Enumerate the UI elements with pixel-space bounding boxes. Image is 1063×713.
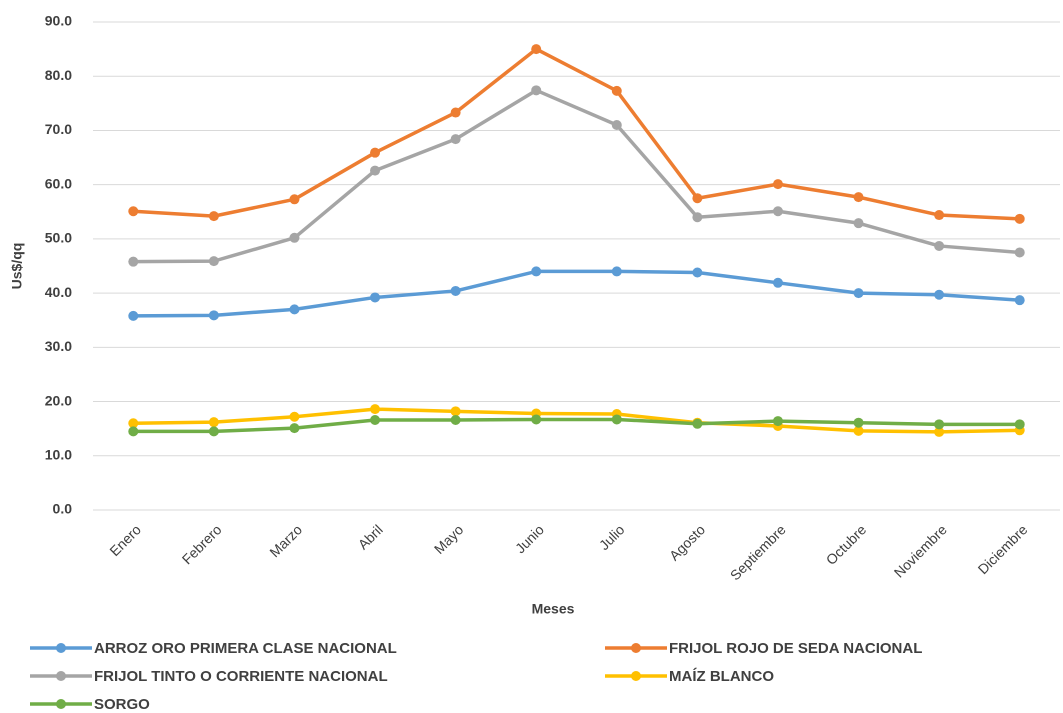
data-point — [772, 416, 783, 427]
data-point — [853, 288, 864, 299]
x-tick-label: Marzo — [266, 521, 305, 560]
legend-marker — [631, 671, 641, 681]
data-point — [289, 423, 300, 434]
data-point — [934, 210, 945, 221]
data-point — [611, 414, 622, 425]
x-tick-label: Febrero — [179, 521, 225, 567]
data-point — [531, 414, 542, 425]
data-point — [1014, 213, 1025, 224]
y-tick-label: 50.0 — [45, 230, 72, 246]
data-point — [208, 310, 219, 321]
series-line — [133, 88, 1020, 264]
legend-label: FRIJOL TINTO O CORRIENTE NACIONAL — [94, 668, 388, 685]
data-point — [370, 292, 381, 303]
data-point — [128, 310, 139, 321]
data-point — [853, 425, 864, 436]
y-tick-label: 20.0 — [45, 392, 72, 408]
data-point — [853, 192, 864, 203]
data-point — [934, 426, 945, 437]
data-point — [1014, 295, 1025, 306]
x-tick-label: Julio — [596, 521, 628, 553]
x-tick-label: Septiembre — [727, 521, 789, 583]
data-point — [1014, 247, 1025, 258]
data-point — [611, 266, 622, 277]
data-point — [289, 232, 300, 243]
data-point — [934, 289, 945, 300]
data-point — [531, 85, 542, 96]
x-tick-label: Agosto — [666, 521, 708, 563]
data-point — [531, 266, 542, 277]
x-tick-label: Junio — [512, 521, 547, 556]
data-point — [772, 179, 783, 190]
data-point — [853, 417, 864, 428]
data-point — [370, 404, 381, 415]
legend-marker — [56, 643, 66, 653]
data-point — [611, 120, 622, 131]
data-point — [611, 85, 622, 96]
data-point — [128, 418, 139, 429]
legend-marker — [56, 671, 66, 681]
x-tick-label: Abril — [355, 521, 386, 552]
data-point — [128, 206, 139, 217]
data-point — [370, 165, 381, 176]
data-point — [208, 417, 219, 428]
data-point — [370, 147, 381, 158]
data-point — [531, 44, 542, 55]
data-point — [289, 194, 300, 205]
data-point — [692, 418, 703, 429]
y-tick-label: 80.0 — [45, 67, 72, 83]
legend-label: FRIJOL ROJO DE SEDA NACIONAL — [669, 640, 922, 657]
legend-marker — [56, 699, 66, 709]
legend-marker — [631, 643, 641, 653]
y-tick-label: 70.0 — [45, 121, 72, 137]
y-tick-label: 90.0 — [45, 13, 72, 29]
data-point — [450, 414, 461, 425]
x-axis-label: Meses — [532, 601, 575, 617]
data-point — [128, 426, 139, 437]
data-point — [208, 256, 219, 267]
data-point — [208, 426, 219, 437]
data-point — [289, 411, 300, 422]
data-point — [692, 212, 703, 223]
x-tick-label: Noviembre — [891, 521, 950, 580]
data-point — [289, 304, 300, 315]
series-line — [133, 47, 1020, 221]
data-point — [934, 240, 945, 251]
data-point — [772, 206, 783, 217]
data-point — [370, 414, 381, 425]
data-point — [450, 406, 461, 417]
legend-label: MAÍZ BLANCO — [669, 668, 774, 685]
y-tick-label: 60.0 — [45, 175, 72, 191]
data-point — [692, 193, 703, 204]
data-point — [208, 211, 219, 222]
data-point — [853, 218, 864, 229]
x-tick-label: Enero — [106, 521, 144, 559]
data-point — [450, 107, 461, 118]
y-tick-label: 30.0 — [45, 338, 72, 354]
y-tick-label: 40.0 — [45, 284, 72, 300]
legend-label: ARROZ ORO PRIMERA CLASE NACIONAL — [94, 640, 397, 657]
series-line — [133, 269, 1020, 318]
x-tick-label: Octubre — [823, 521, 870, 568]
data-point — [1014, 419, 1025, 430]
y-axis-label: Us$/qq — [9, 243, 25, 290]
data-point — [450, 134, 461, 145]
x-tick-label: Diciembre — [975, 521, 1031, 577]
data-point — [772, 277, 783, 288]
y-tick-label: 10.0 — [45, 446, 72, 462]
data-point — [128, 256, 139, 267]
x-tick-label: Mayo — [431, 521, 467, 557]
data-point — [692, 267, 703, 278]
series-line — [133, 417, 1020, 434]
data-point — [450, 285, 461, 296]
legend-label: SORGO — [94, 696, 150, 713]
data-point — [934, 419, 945, 430]
y-tick-label: 0.0 — [53, 501, 73, 517]
series-line — [133, 407, 1020, 434]
